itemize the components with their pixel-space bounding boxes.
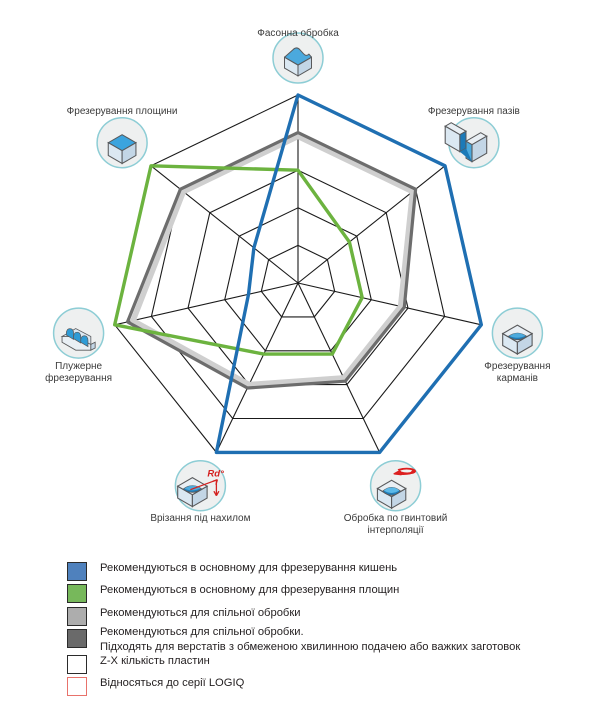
svg-text:Rd°: Rd°: [207, 469, 224, 480]
